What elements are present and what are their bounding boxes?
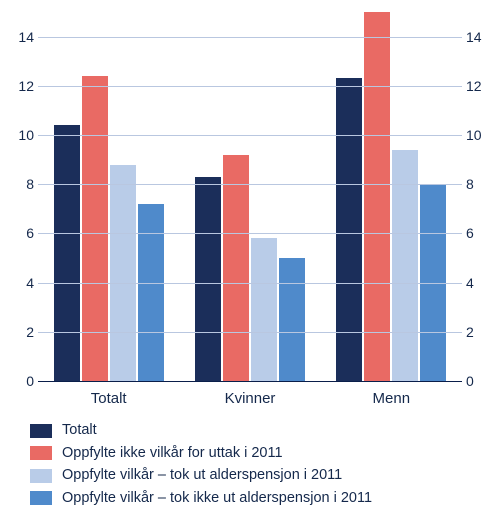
gridline <box>38 37 462 38</box>
gridline <box>38 283 462 284</box>
bar-group <box>54 12 164 381</box>
legend-label: Oppfylte vilkår – tok ut alderspensjon i… <box>62 466 342 486</box>
bar <box>336 78 362 381</box>
chart-container: 0022446688101012121414 TotaltKvinnerMenn… <box>0 0 500 506</box>
gridline <box>38 184 462 185</box>
bar <box>138 204 164 381</box>
y-tick-left: 10 <box>12 128 34 142</box>
bar <box>251 238 277 381</box>
y-tick-left: 0 <box>12 374 34 388</box>
bar-groups <box>38 12 462 381</box>
legend-item: Oppfylte ikke vilkår for uttak i 2011 <box>30 444 484 464</box>
legend-swatch <box>30 469 52 483</box>
y-tick-left: 4 <box>12 276 34 290</box>
bar <box>279 258 305 381</box>
y-tick-right: 14 <box>466 30 488 44</box>
y-tick-right: 0 <box>466 374 488 388</box>
category-label: Menn <box>321 390 462 407</box>
bar <box>195 177 221 381</box>
bar <box>82 76 108 381</box>
y-tick-left: 2 <box>12 325 34 339</box>
legend-swatch <box>30 424 52 438</box>
legend-swatch <box>30 491 52 505</box>
y-tick-right: 8 <box>466 177 488 191</box>
plot-area: 0022446688101012121414 <box>38 12 462 382</box>
y-tick-right: 12 <box>466 79 488 93</box>
bar <box>110 165 136 381</box>
legend-item: Oppfylte vilkår – tok ikke ut alderspens… <box>30 489 484 508</box>
y-tick-right: 10 <box>466 128 488 142</box>
bar-group <box>336 12 446 381</box>
gridline <box>38 135 462 136</box>
gridline <box>38 332 462 333</box>
bar <box>364 12 390 381</box>
legend-label: Oppfylte ikke vilkår for uttak i 2011 <box>62 444 283 464</box>
legend-label: Oppfylte vilkår – tok ikke ut alderspens… <box>62 489 372 508</box>
y-tick-left: 12 <box>12 79 34 93</box>
y-tick-right: 4 <box>466 276 488 290</box>
bar <box>223 155 249 381</box>
bar-group <box>195 12 305 381</box>
category-label: Totalt <box>38 390 179 407</box>
y-tick-left: 6 <box>12 226 34 240</box>
y-tick-right: 6 <box>466 226 488 240</box>
bar <box>54 125 80 381</box>
category-label: Kvinner <box>179 390 320 407</box>
legend-label: Totalt <box>62 421 97 441</box>
legend-swatch <box>30 446 52 460</box>
legend: Totalt Oppfylte ikke vilkår for uttak i 2… <box>30 421 484 508</box>
gridline <box>38 233 462 234</box>
y-tick-left: 8 <box>12 177 34 191</box>
category-labels: TotaltKvinnerMenn <box>38 390 462 407</box>
y-tick-left: 14 <box>12 30 34 44</box>
legend-item: Totalt <box>30 421 484 441</box>
legend-item: Oppfylte vilkår – tok ut alderspensjon i… <box>30 466 484 486</box>
y-tick-right: 2 <box>466 325 488 339</box>
gridline <box>38 86 462 87</box>
